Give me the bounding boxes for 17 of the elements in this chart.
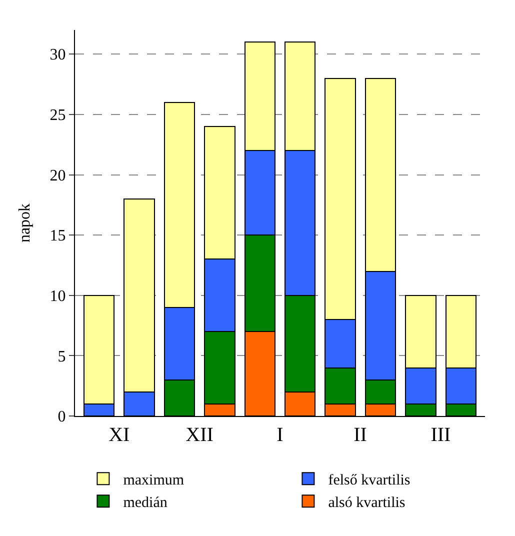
x-tick-label: II xyxy=(354,424,367,446)
y-tick-label: 0 xyxy=(58,408,66,426)
y-tick-label: 20 xyxy=(50,167,66,184)
y-tick-label: 10 xyxy=(50,288,66,305)
x-tick-label: III xyxy=(430,424,451,446)
y-tick-label: 30 xyxy=(50,46,66,64)
legend-label: medián xyxy=(123,494,168,511)
x-tick-label: I xyxy=(276,424,284,446)
y-tick-label: 5 xyxy=(58,348,66,366)
y-axis-title: napok xyxy=(16,203,34,243)
legend-label: maximum xyxy=(123,472,184,488)
y-tick-label: 15 xyxy=(50,228,66,245)
legend-label: felső kvartilis xyxy=(328,472,410,488)
y-tick-label: 25 xyxy=(50,107,66,124)
x-tick-label: XI xyxy=(108,424,130,446)
legend-label: alsó kvartilis xyxy=(328,494,406,511)
x-tick-label: XII xyxy=(186,424,214,446)
